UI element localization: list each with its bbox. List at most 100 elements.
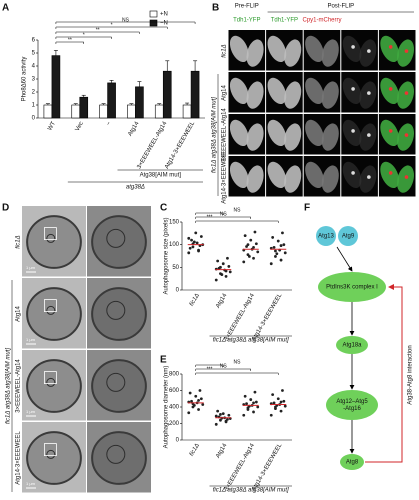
bar [107,82,116,119]
group-label: fic1Δ atg38Δ atg38[AIM mut] [213,488,289,494]
vacuole-dot [388,87,393,91]
cell [267,119,287,147]
data-point [271,393,275,397]
scale-label: 1 μm [26,481,36,486]
row-label: 3×EEEWEEL-Atg14 [16,359,22,413]
x-tick-label: Atg14 [127,120,140,137]
vacuole-dot [404,175,409,179]
y-tick-label: 4 [32,64,36,70]
data-point [242,260,246,264]
data-point [246,406,250,410]
node [336,336,368,354]
cell [246,123,264,151]
data-point [227,265,231,268]
data-point [282,243,286,247]
data-point [242,413,246,417]
data-point [252,245,255,249]
row-label: Atg14 [222,85,228,101]
row-label: Atg14-3×EEEWEEL [222,150,228,204]
inset-box [44,227,57,241]
x-tick-label: Atg14 [215,292,228,309]
cell [380,161,400,189]
legend-swatch [149,10,158,18]
x-tick-label: Atg14-3×EEEWEEL [251,442,283,492]
row-label: fic1Δ [16,235,22,248]
node [326,390,378,420]
data-point [252,401,255,405]
data-point [275,252,279,256]
vacuole-dot [351,129,355,133]
feedback-arrow [365,284,403,463]
x-tick-label: 3×EEEWEEL-Atg14 [224,292,256,342]
data-point [190,238,193,242]
error-bar [129,103,134,105]
cell [229,161,249,189]
cell [229,77,249,105]
sig-bracket [195,212,224,215]
data-point [224,269,228,273]
vacuole-dot [367,91,371,95]
data-point [246,243,250,247]
data-point [201,403,205,406]
data-point [243,394,247,398]
data-point [221,412,225,415]
cell [342,119,362,147]
sig-label: *** [207,214,213,220]
cell [380,77,400,105]
data-point [281,389,284,392]
y-axis-label: Autophagosome size (pixels) [164,217,170,294]
sig-bracket [195,368,251,371]
data-point [282,399,286,403]
data-point [198,389,202,392]
data-point [247,255,251,258]
em-autophagosome [106,300,126,320]
node [318,272,386,302]
vacuole-dot [388,45,393,49]
sig-label: *** [207,366,213,372]
data-point [254,400,258,404]
em-autophagosome [46,233,56,243]
cell [396,165,415,193]
em-autophagosome [106,228,126,248]
data-point [276,239,280,243]
data-point [194,394,198,398]
data-point [187,251,191,255]
em-cell [26,359,82,413]
vacuole-dot [404,91,409,95]
data-point [252,410,255,414]
x-tick-label: Atg14-3×EEEWEEL [251,292,283,342]
legend-swatch [149,19,158,27]
node-label: -Atg16 [343,406,361,412]
sig-bracket [55,36,112,39]
cell [359,123,377,151]
column-header: Post-FLIP [327,4,354,10]
vacuole-dot [351,45,355,49]
error-bar [81,94,86,98]
vacuole-dot [351,87,355,91]
node-label: Atg13 [318,234,334,240]
node-label: Atg12–Atg5 [336,399,368,405]
error-bar [185,102,190,105]
data-point [279,258,283,262]
sig-bracket [195,364,224,367]
em-cell [26,287,82,341]
y-tick-label: 50 [172,265,179,271]
inset-box [44,299,57,313]
x-tick-label: Atg14-3×EEEWEEL [164,120,196,170]
cell [321,39,339,67]
bar [190,70,200,119]
data-point [276,397,280,401]
vacuole-dot [367,49,371,53]
data-point [245,402,248,406]
data-point [224,419,228,423]
data-point [279,244,283,247]
cell [284,81,302,109]
data-point [226,256,229,260]
cell [380,119,400,147]
panel-letter: F [304,203,310,214]
cell [246,165,264,193]
vacuole-dot [388,129,393,133]
em-autophagosome [46,305,56,315]
channel-label: Tdh1-YFP [271,18,298,24]
cell [284,165,302,193]
